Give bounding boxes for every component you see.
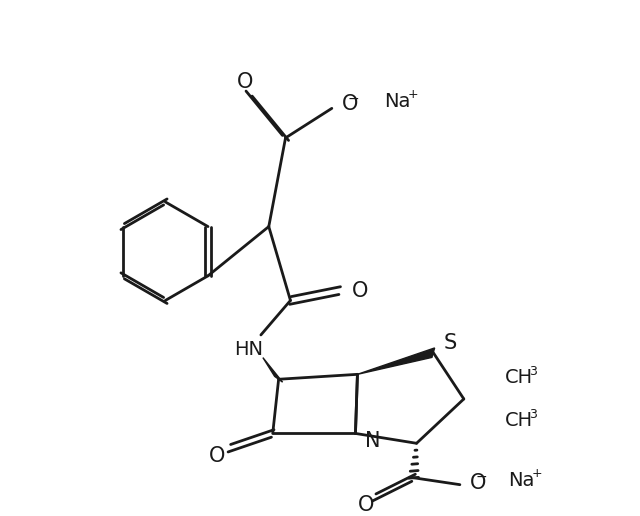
Text: 3: 3 — [529, 408, 537, 421]
Text: O: O — [470, 473, 486, 493]
Text: −: − — [348, 91, 359, 105]
Text: Na: Na — [508, 471, 534, 490]
Text: O: O — [358, 495, 374, 515]
Text: S: S — [443, 333, 456, 353]
Text: +: + — [407, 88, 418, 101]
Text: +: + — [531, 467, 542, 480]
Text: O: O — [209, 446, 226, 466]
Text: HN: HN — [235, 340, 264, 359]
Text: −: − — [476, 470, 488, 484]
Text: O: O — [342, 94, 358, 115]
Text: CH: CH — [505, 368, 533, 387]
Text: O: O — [351, 281, 368, 301]
Polygon shape — [263, 358, 283, 382]
Text: N: N — [365, 431, 381, 452]
Polygon shape — [357, 348, 435, 374]
Text: CH: CH — [505, 411, 533, 430]
Text: Na: Na — [383, 92, 410, 111]
Text: 3: 3 — [529, 365, 537, 378]
Text: O: O — [237, 72, 253, 92]
